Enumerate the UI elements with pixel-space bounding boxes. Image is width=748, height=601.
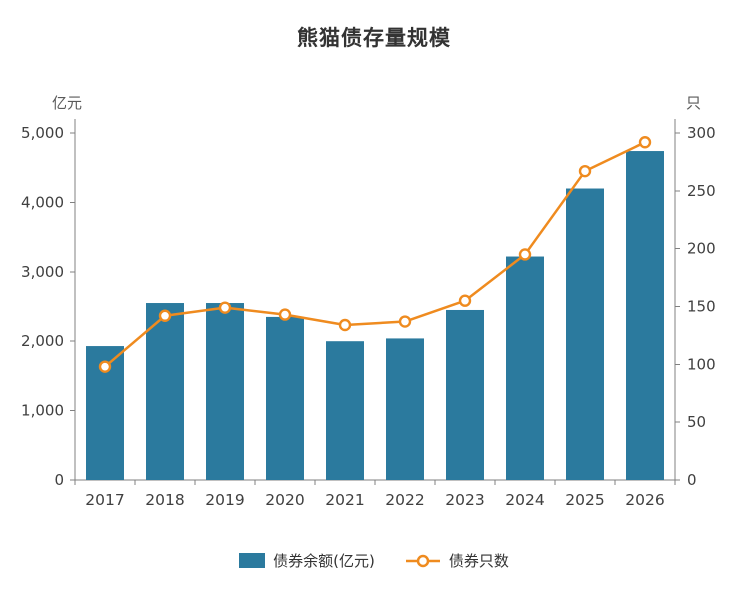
x-axis-category-label: 2026 <box>625 491 664 509</box>
left-axis-unit-label: 亿元 <box>52 94 83 112</box>
right-axis-tick-label: 150 <box>687 298 716 316</box>
right-axis-tick-label: 50 <box>687 413 706 431</box>
left-axis-tick-label: 4,000 <box>21 193 64 211</box>
bar-series-swatch <box>239 553 266 568</box>
line-marker-2021 <box>338 318 352 332</box>
line-series-label: 债券只数 <box>448 552 509 570</box>
x-axis-category-label: 2025 <box>565 491 604 509</box>
line-marker-2017 <box>98 360 112 373</box>
line-marker-2022 <box>398 315 412 328</box>
x-axis-category-label: 2018 <box>145 491 184 509</box>
x-axis-category-label: 2017 <box>85 491 124 509</box>
x-axis-category-label: 2019 <box>205 491 244 509</box>
legend-item-bond-count[interactable]: 债券只数 <box>405 550 509 571</box>
line-series-swatch <box>405 554 440 567</box>
bar-2026 <box>626 151 664 480</box>
x-axis-category-label: 2024 <box>505 491 544 509</box>
bar-2024 <box>506 256 544 480</box>
left-axis-tick-label: 2,000 <box>21 332 64 350</box>
bar-2025 <box>566 188 604 480</box>
bar-series-label: 债券余额(亿元) <box>273 552 375 570</box>
combo-chart-plot: 0 1,000 2,000 3,000 4,000 5,000 0 50 100 150 200 25… <box>21 119 716 509</box>
line-marker-2020 <box>278 308 292 321</box>
bar-2020 <box>266 316 304 480</box>
right-axis-tick-label: 300 <box>687 124 716 142</box>
x-axis-category-label: 2021 <box>325 491 364 509</box>
x-axis-category-label: 2020 <box>265 491 304 509</box>
chart-title: 熊猫债存量规模 <box>297 26 451 50</box>
right-axis-tick-label: 250 <box>687 182 716 200</box>
line-marker-2018 <box>158 309 172 322</box>
right-axis-unit-label: 只 <box>686 94 702 112</box>
line-marker-2026 <box>638 136 652 149</box>
left-axis-tick-label: 0 <box>54 471 64 489</box>
bond-count-line <box>103 141 647 368</box>
bar-2019 <box>206 303 244 480</box>
line-marker-2024 <box>518 248 532 261</box>
bar-2021 <box>326 341 364 480</box>
line-marker-2023 <box>458 294 472 307</box>
line-marker-2019 <box>218 301 232 314</box>
right-axis-tick-label: 200 <box>687 240 716 258</box>
legend-item-bond-balance[interactable]: 债券余额(亿元) <box>239 550 375 571</box>
chart-legend: 债券余额(亿元) 债券只数 <box>0 550 748 571</box>
right-axis-tick-label: 0 <box>687 471 697 489</box>
right-axis-tick-label: 100 <box>687 355 716 373</box>
bar-2023 <box>446 309 484 480</box>
x-axis-category-label: 2022 <box>385 491 424 509</box>
x-axis-category-label: 2023 <box>445 491 484 509</box>
bar-2018 <box>146 303 184 480</box>
left-axis-tick-label: 3,000 <box>21 263 64 281</box>
left-axis-tick-label: 5,000 <box>21 124 64 142</box>
line-marker-2025 <box>578 164 592 178</box>
bar-2022 <box>386 338 424 480</box>
left-axis-tick-label: 1,000 <box>21 402 64 420</box>
